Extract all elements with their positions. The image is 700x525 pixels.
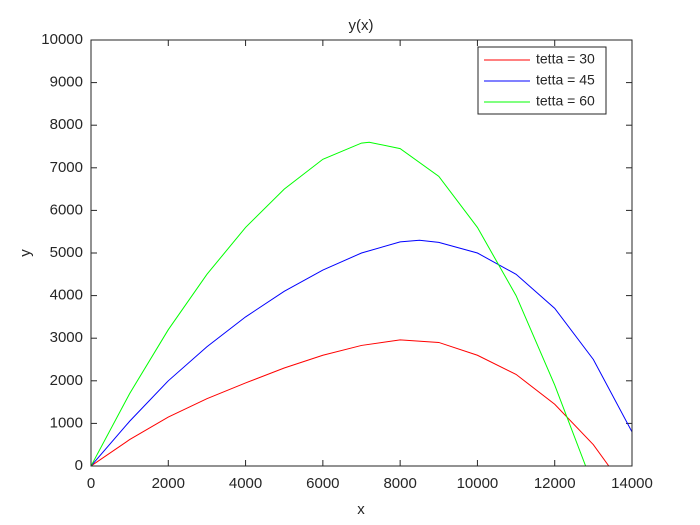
- y-tick-label: 8000: [50, 116, 83, 133]
- y-tick-label: 9000: [50, 74, 83, 91]
- legend-label: tetta = 30: [536, 51, 595, 67]
- x-tick-label: 6000: [306, 475, 339, 492]
- plot-frame: [90, 39, 633, 467]
- y-tick-label: 3000: [50, 329, 83, 346]
- x-tick-label: 8000: [383, 475, 416, 492]
- x-tick-label: 0: [87, 475, 95, 492]
- x-tick-label: 14000: [611, 475, 653, 492]
- y-tick-label: 1000: [50, 414, 83, 431]
- legend-label: tetta = 60: [536, 93, 595, 109]
- y-tick-label: 10000: [41, 31, 83, 48]
- y-tick-label: 5000: [50, 244, 83, 261]
- legend-label: tetta = 45: [536, 72, 595, 88]
- y-tick-label: 0: [75, 457, 83, 474]
- series-line: [91, 339, 610, 466]
- x-tick-label: 2000: [152, 475, 185, 492]
- y-tick-label: 7000: [50, 159, 83, 176]
- y-tick-label: 6000: [50, 201, 83, 218]
- x-tick-label: 4000: [229, 475, 262, 492]
- x-axis-label: x: [357, 501, 365, 518]
- y-tick-label: 2000: [50, 372, 83, 389]
- series-line: [91, 239, 632, 466]
- y-tick-label: 4000: [50, 287, 83, 304]
- chart-title: y(x): [349, 17, 374, 34]
- series-line: [91, 141, 587, 466]
- x-tick-label: 12000: [534, 475, 576, 492]
- y-axis-label: y: [17, 249, 34, 257]
- x-tick-label: 10000: [457, 475, 499, 492]
